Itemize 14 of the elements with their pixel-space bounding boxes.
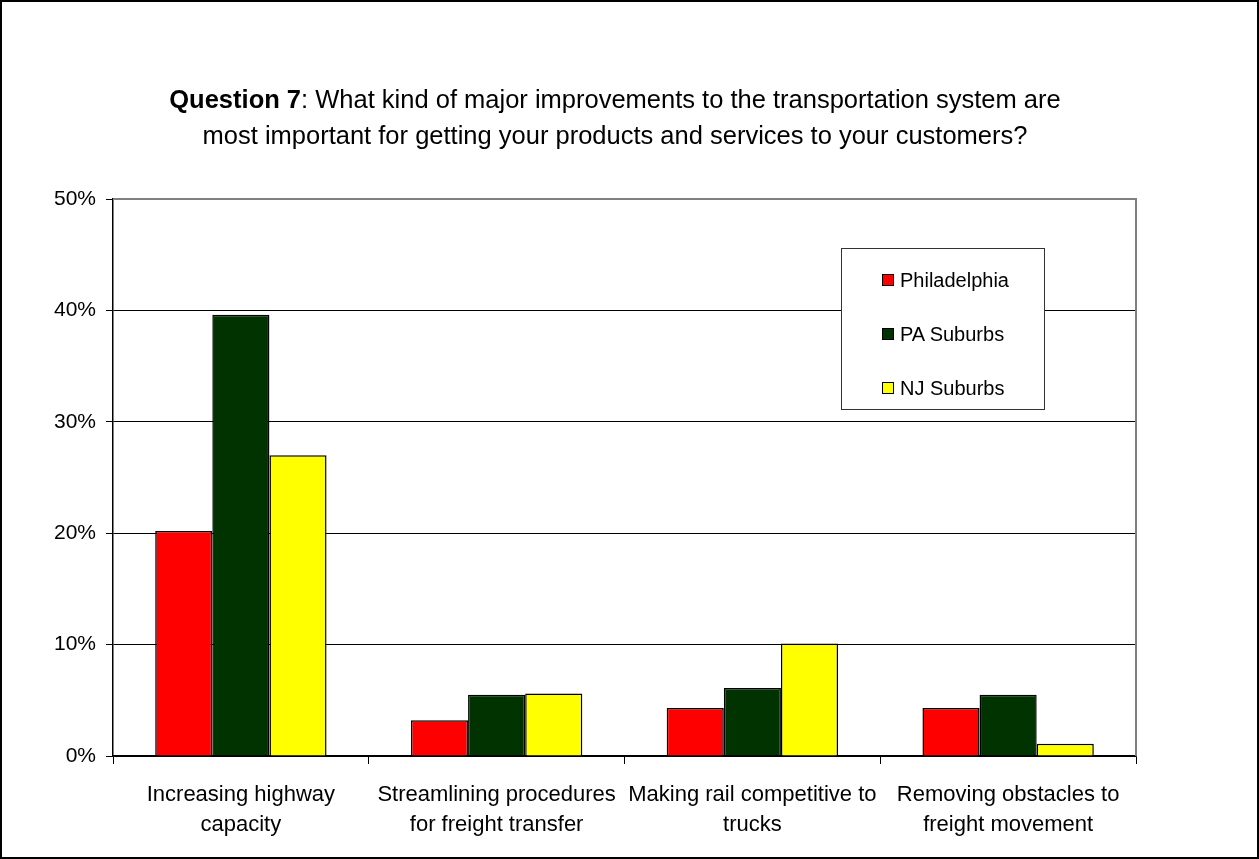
y-tick-label: 40% — [53, 297, 96, 321]
legend-label: Philadelphia — [900, 268, 1009, 292]
x-tick-label: Making rail competitive to trucks — [628, 780, 877, 836]
x-tick-label: Streamlining procedures for freight transfer — [377, 780, 616, 836]
y-tick-label: 10% — [53, 631, 96, 655]
x-tick-label: Removing obstacles to freight movement — [896, 780, 1120, 836]
y-tick-label: 20% — [53, 520, 96, 543]
y-tick-label: 0% — [65, 742, 96, 766]
x-tick-label: Increasing highway capacity — [146, 780, 336, 836]
y-tick-label: 50% — [53, 185, 96, 209]
legend-label: PA Suburbs — [900, 322, 1005, 346]
y-tick-label: 30% — [53, 408, 96, 432]
chart-title: Question 7: What kind of major improvements to the transportation system are most important for getting your products and services to your customers? — [168, 84, 1062, 151]
legend-label: NJ Suburbs — [900, 376, 1005, 400]
